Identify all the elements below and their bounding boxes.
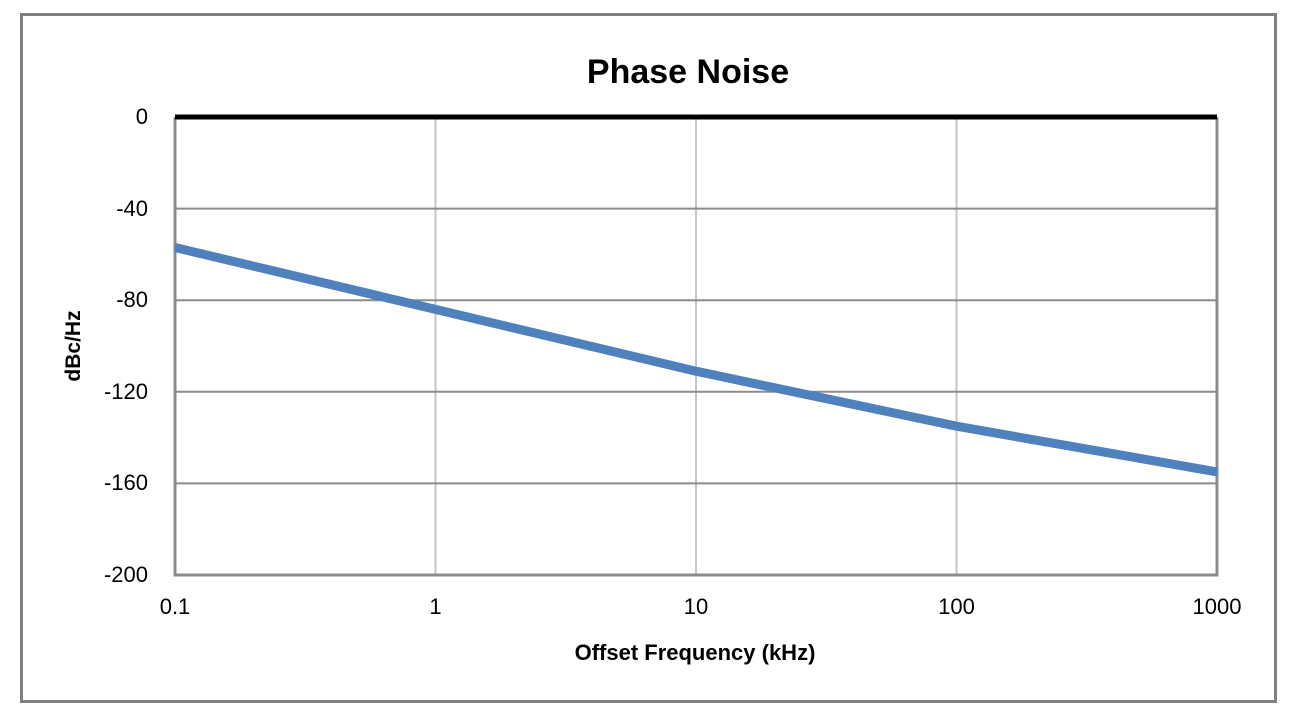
x-tick-label: 1 — [429, 594, 442, 619]
y-axis-label: dBc/Hz — [62, 310, 85, 382]
x-axis-label: Offset Frequency (kHz) — [574, 640, 816, 665]
x-tick-label: 1000 — [1192, 594, 1242, 619]
y-tick-label: -40 — [116, 195, 148, 221]
x-tick-label: 0.1 — [159, 594, 191, 619]
y-tick-label: -120 — [103, 378, 148, 404]
y-tick-label: -160 — [103, 470, 148, 496]
y-tick-label: -80 — [116, 287, 148, 313]
chart-title: Phase Noise — [586, 53, 790, 91]
x-tick-label: 100 — [938, 594, 975, 619]
x-tick-label: 10 — [683, 594, 709, 619]
y-tick-label: -200 — [103, 562, 148, 587]
y-tick-label: 0 — [135, 104, 148, 129]
phase-noise-line — [173, 243, 1218, 477]
